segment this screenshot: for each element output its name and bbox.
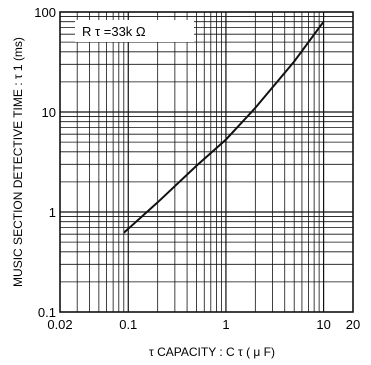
y-axis-title: MUSIC SECTION DETECTIVE TIME : τ 1 (ms): [11, 37, 25, 287]
plot-frame: [59, 11, 354, 313]
grid: [60, 12, 353, 312]
y-tick-label: 0.1: [38, 305, 56, 320]
x-tick-label: 0.1: [119, 317, 137, 332]
x-tick-label: 1: [222, 317, 229, 332]
y-tick-label: 10: [42, 105, 56, 120]
series-line: [123, 21, 325, 234]
x-tick-label: 20: [346, 317, 360, 332]
y-tick-label: 100: [34, 5, 56, 20]
y-tick-labels: 0.1 1 10 100: [34, 5, 56, 320]
x-axis-title: τ CAPACITY : C τ ( μ F): [149, 345, 275, 359]
annotation-label: R τ =33k Ω: [82, 24, 146, 39]
annotation-box: R τ =33k Ω: [75, 20, 194, 42]
x-tick-labels: 0.02 0.1 1 10 20: [47, 317, 360, 332]
x-tick-label: 10: [316, 317, 330, 332]
y-tick-label: 1: [49, 205, 56, 220]
x-tick-label: 0.02: [47, 317, 72, 332]
